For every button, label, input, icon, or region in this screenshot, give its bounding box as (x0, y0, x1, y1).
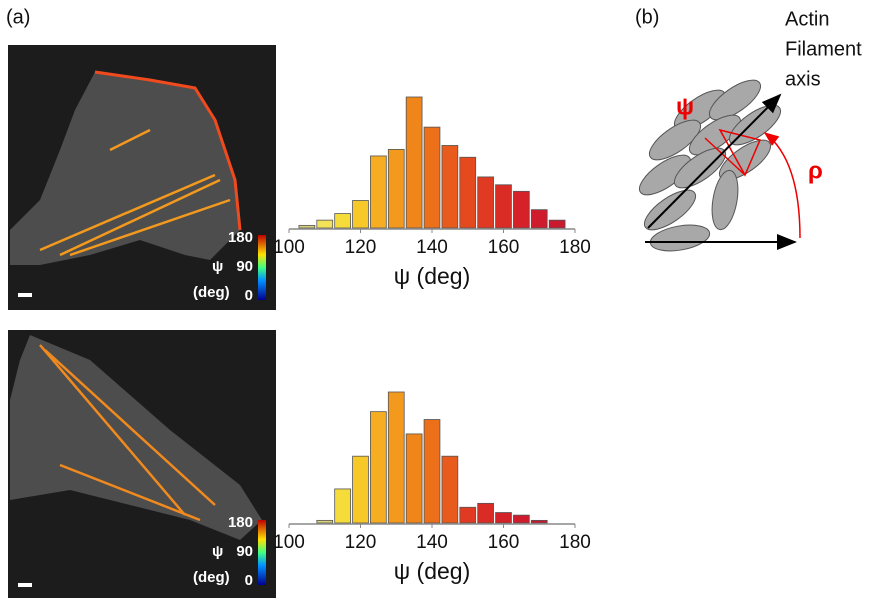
x-tick-label: 180 (559, 532, 591, 553)
x-tick-label: 160 (488, 532, 520, 553)
x-tick-label: 160 (488, 237, 520, 258)
bar (478, 503, 494, 523)
axis-label: axis (785, 68, 821, 90)
bar (424, 127, 440, 228)
axis-label: Filament (785, 38, 862, 60)
bar (299, 225, 315, 228)
bar (442, 145, 458, 228)
bar (370, 156, 386, 228)
figure: (a) (b) (0, 0, 883, 598)
bar (353, 200, 369, 228)
colorbar-tick: 90 (236, 543, 253, 560)
bar (406, 434, 422, 523)
x-tick-label: 100 (273, 532, 305, 553)
bar (513, 191, 529, 228)
bar (496, 185, 512, 228)
x-axis-label: ψ (deg) (394, 263, 470, 289)
colorbar-tick: 0 (245, 572, 253, 589)
bar (460, 157, 476, 228)
colorbar-tick: 0 (245, 287, 253, 304)
diagram (634, 73, 800, 255)
panel-label: (b) (635, 6, 659, 28)
x-tick-label: 120 (345, 237, 377, 258)
colorbar-symbol: ψ (212, 258, 223, 275)
bar (513, 515, 529, 523)
bar (442, 456, 458, 523)
bar (478, 177, 494, 228)
x-tick-label: 140 (416, 237, 448, 258)
colorbar-tick: 180 (228, 514, 253, 531)
colorbar-tick: 180 (228, 229, 253, 246)
colorbar-tick: 90 (236, 258, 253, 275)
bar (317, 220, 333, 228)
page: {"chart_data": [ {"type": "histogram", "… (0, 0, 883, 598)
x-tick-label: 100 (273, 237, 305, 258)
bar (388, 149, 404, 228)
bar (531, 210, 547, 228)
rho-label: ρ (808, 157, 823, 184)
bar (424, 420, 440, 523)
colorbar-unit: (deg) (193, 569, 230, 586)
bar (317, 520, 333, 523)
colorbar-symbol: ψ (212, 543, 223, 560)
x-axis-label: ψ (deg) (394, 558, 470, 584)
bar (496, 513, 512, 523)
x-tick-label: 180 (559, 237, 591, 258)
bar (353, 456, 369, 523)
bar (335, 489, 351, 523)
bar (549, 220, 565, 228)
colorbar-unit: (deg) (193, 284, 230, 301)
bar (370, 412, 386, 523)
panel-label: (a) (6, 6, 30, 28)
bar (460, 507, 476, 523)
bar (531, 520, 547, 523)
bar (335, 214, 351, 228)
axis-label: Actin (785, 8, 829, 30)
x-tick-label: 120 (345, 532, 377, 553)
x-tick-label: 140 (416, 532, 448, 553)
bar (388, 392, 404, 523)
psi-label: ψ (676, 93, 694, 120)
bar (406, 97, 422, 228)
